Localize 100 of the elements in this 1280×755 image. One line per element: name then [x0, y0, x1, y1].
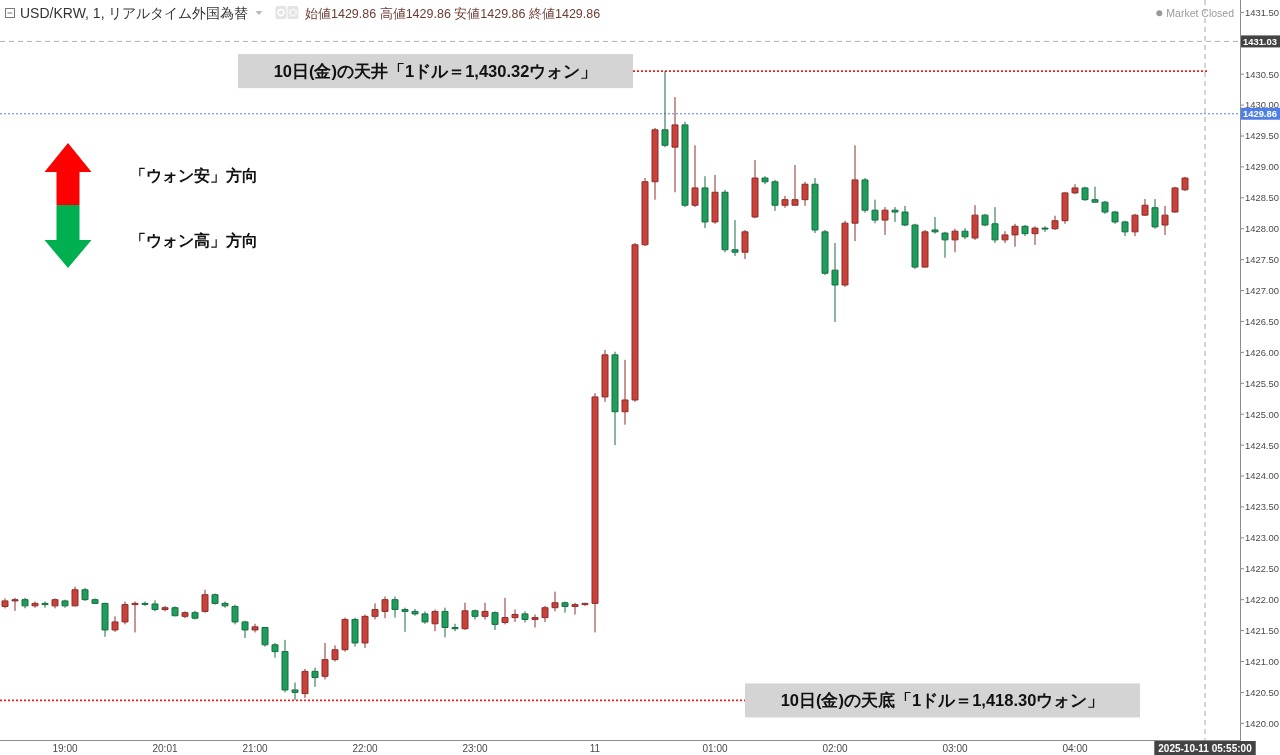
candlestick	[21, 597, 29, 609]
candlestick	[981, 213, 989, 227]
candlestick	[841, 220, 849, 288]
candlestick	[641, 177, 649, 247]
candlestick	[481, 602, 489, 620]
candlestick	[411, 608, 419, 617]
candlestick	[1001, 230, 1009, 244]
candlestick	[901, 205, 909, 227]
candlestick	[341, 617, 349, 653]
candlestick	[501, 597, 509, 625]
y-tick-label: 1425.00	[1245, 408, 1279, 420]
x-tick-label: 19:00	[52, 742, 78, 754]
candlestick	[801, 181, 809, 207]
candlestick	[621, 359, 629, 426]
candlestick	[1101, 200, 1109, 215]
candlestick	[831, 242, 839, 323]
candlestick	[141, 601, 149, 607]
candlestick	[41, 601, 49, 609]
y-tick-label: 1429.00	[1245, 161, 1279, 173]
candlestick	[471, 609, 479, 620]
candlestick	[531, 614, 539, 628]
chart-title: USD/KRW, 1, リアルタイム外国為替	[20, 5, 249, 21]
candlestick	[131, 601, 139, 633]
annotation: 「ウォン安」方向	[130, 166, 258, 184]
candlestick	[401, 607, 409, 633]
candlestick	[171, 605, 179, 617]
candlestick	[101, 602, 109, 638]
candlestick	[221, 601, 229, 609]
ref-line-label: 10日(金)の天底「1ドル＝1,418.30ウォン」	[780, 691, 1105, 710]
candlestick	[681, 121, 689, 208]
candlestick	[911, 223, 919, 270]
ref-line-label: 10日(金)の天井「1ドル＝1,430.32ウォン」	[273, 62, 598, 81]
candlestick	[551, 591, 559, 612]
ref-label: 10日(金)の天底「1ドル＝1,418.30ウォン」	[745, 683, 1140, 718]
y-tick-label: 1425.50	[1245, 377, 1279, 389]
candlestick	[601, 349, 609, 403]
candlestick	[291, 682, 299, 701]
candlestick	[661, 70, 669, 148]
candlestick	[651, 127, 659, 201]
candlestick	[361, 614, 369, 649]
candlestick	[691, 144, 699, 208]
candlestick	[1011, 223, 1019, 248]
candlestick	[421, 610, 429, 625]
candlestick	[381, 596, 389, 619]
candlestick	[71, 586, 79, 607]
candlestick	[461, 602, 469, 631]
candlestick	[991, 206, 999, 244]
candlestick	[1161, 205, 1169, 236]
candlestick	[251, 623, 259, 633]
candlestick	[611, 351, 619, 446]
candlestick	[671, 96, 679, 193]
candlestick	[771, 179, 779, 212]
y-tick-label: 1427.50	[1245, 254, 1279, 266]
candlestick	[211, 592, 219, 606]
candlestick	[711, 174, 719, 225]
candlestick	[81, 587, 89, 602]
candlestick	[181, 610, 189, 619]
y-tick-label: 1420.00	[1245, 717, 1279, 729]
candlestick	[11, 597, 19, 612]
candlestick	[781, 195, 789, 209]
text: 始値1429.86 高値1429.86 安値1429.86 終値1429.86	[305, 6, 601, 21]
candlestick	[791, 164, 799, 207]
candlestick	[1, 597, 9, 609]
candlestick	[571, 602, 579, 615]
candlestick	[391, 596, 399, 619]
candlestick	[301, 668, 309, 699]
candlestick	[441, 607, 449, 638]
y-tick-label: 1426.50	[1245, 315, 1279, 327]
x-tick-label: 2025-10-11 05:55:00	[1158, 742, 1253, 754]
candlestick	[1181, 176, 1189, 192]
x-tick-label: 21:00	[242, 742, 268, 754]
candlestick	[1081, 186, 1089, 202]
candlestick	[1121, 220, 1129, 237]
candlestick	[581, 602, 589, 607]
candlestick	[1031, 225, 1039, 246]
candlestick	[941, 231, 949, 259]
candlestick	[921, 229, 929, 269]
candlestick	[811, 177, 819, 234]
candlestick	[861, 177, 869, 214]
candlestick	[821, 229, 829, 276]
candlestick	[371, 602, 379, 620]
y-tick-label: 1423.00	[1245, 532, 1279, 544]
candlestick	[1061, 191, 1069, 225]
candlestick	[1111, 210, 1119, 225]
candlestick	[721, 189, 729, 253]
x-tick-label: 02:00	[822, 742, 848, 754]
candlestick	[701, 175, 709, 229]
candlestick	[261, 626, 269, 648]
annotation: Market Closed	[1166, 7, 1235, 19]
y-tick-label: 1428.00	[1245, 223, 1279, 235]
annotation: 「ウォン高」方向	[130, 231, 258, 249]
x-tick-label: 01:00	[702, 742, 728, 754]
x-tick-label: 11	[589, 742, 601, 754]
candlestick	[731, 219, 739, 257]
x-tick-label: 04:00	[1062, 742, 1088, 754]
ref-label: 1431.03	[1241, 35, 1280, 48]
candlestick	[511, 609, 519, 623]
candlestick	[151, 599, 159, 612]
candlestick	[1051, 215, 1059, 231]
candlestick	[1071, 183, 1079, 195]
